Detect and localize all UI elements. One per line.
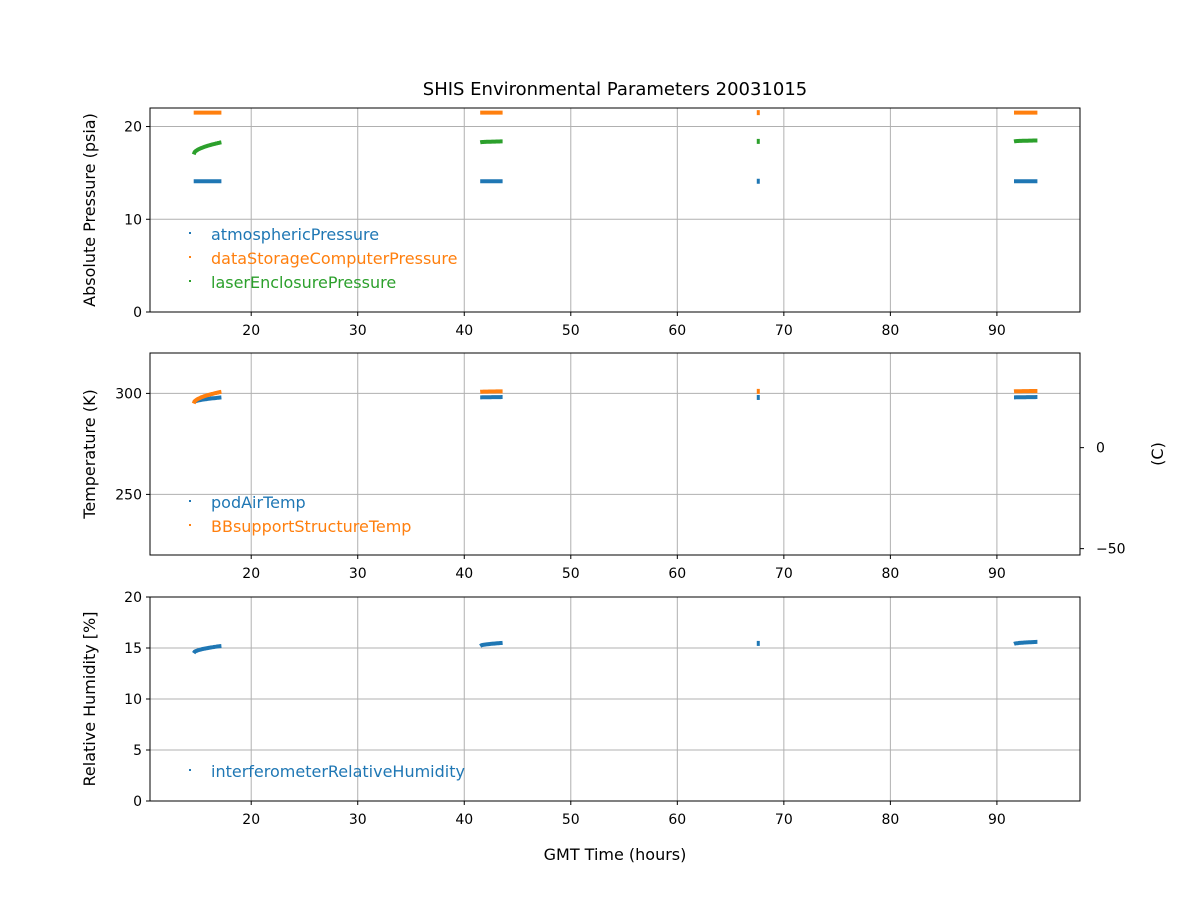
data-point-marker <box>756 388 760 394</box>
x-tick-label: 20 <box>242 323 260 339</box>
x-tick-label: 60 <box>668 323 686 339</box>
x-tick-label: 70 <box>775 812 793 828</box>
x-tick-label: 80 <box>881 566 899 582</box>
x-tick-label: 30 <box>349 323 367 339</box>
series-atmosphericPressure <box>193 178 1038 184</box>
legend-label: podAirTemp <box>211 493 306 512</box>
panel-pressure: 20 30 40 50 60 70 80 90 0 10 20 Absolute Pressure (… <box>80 107 1081 339</box>
series-podAirTemp <box>192 394 1038 404</box>
data-segment-marker <box>479 640 503 648</box>
y-tick-label: 20 <box>124 120 142 136</box>
y-axis-label: Absolute Pressure (psia) <box>80 113 99 307</box>
data-point-marker <box>756 640 760 646</box>
x-tick-label: 30 <box>349 812 367 828</box>
legend-label: laserEnclosurePressure <box>211 273 396 292</box>
legend-marker <box>189 280 191 282</box>
y-tick-label: 10 <box>124 692 142 708</box>
legend-label: dataStorageComputerPressure <box>211 249 458 268</box>
panel-humidity: 20 30 40 50 60 70 80 90 0 5 10 15 20 Relative Humidit… <box>80 590 1081 828</box>
plot-frame <box>149 596 1081 802</box>
series-interferometerRelativeHumidity <box>192 639 1038 655</box>
plot-frame <box>149 352 1081 556</box>
chart-title: SHIS Environmental Parameters 20031015 <box>423 79 807 100</box>
x-tick-label: 30 <box>349 566 367 582</box>
x-tick-label: 50 <box>562 812 580 828</box>
data-segment-marker <box>479 139 503 145</box>
y-tick-label: 250 <box>115 487 142 503</box>
data-segment-marker <box>1013 138 1038 144</box>
x-tick-label: 80 <box>881 323 899 339</box>
secondary-y-tick-label: 0 <box>1096 441 1105 457</box>
y-tick-label: 5 <box>133 743 142 759</box>
y-tick-label: 0 <box>133 794 142 810</box>
y-tick-label: 20 <box>124 590 142 606</box>
data-segment-marker <box>1013 639 1038 646</box>
x-tick-label: 80 <box>881 812 899 828</box>
x-axis-label: GMT Time (hours) <box>544 845 687 864</box>
x-tick-label: 70 <box>775 323 793 339</box>
y-axis-label: Temperature (K) <box>80 389 99 519</box>
legend-marker <box>189 769 191 771</box>
y-tick-label: 0 <box>133 305 142 321</box>
data-segment-marker <box>191 140 222 156</box>
x-tick-label: 40 <box>455 566 473 582</box>
x-tick-label: 50 <box>562 323 580 339</box>
legend-label: interferometerRelativeHumidity <box>211 762 465 781</box>
x-tick-label: 40 <box>455 323 473 339</box>
legend-marker <box>189 500 191 502</box>
data-point-marker <box>756 138 760 144</box>
legend-marker <box>189 524 191 526</box>
series-dataStorageComputerPressure <box>193 110 1038 116</box>
secondary-y-tick-label: −50 <box>1096 542 1126 558</box>
x-tick-label: 90 <box>988 566 1006 582</box>
y-axis-label: Relative Humidity [%] <box>80 612 99 787</box>
x-tick-label: 60 <box>668 566 686 582</box>
y-tick-label: 300 <box>115 386 142 402</box>
x-tick-label: 90 <box>988 812 1006 828</box>
y-tick-label: 10 <box>124 212 142 228</box>
panel-temperature: 20 30 40 50 60 70 80 90 250 300 Temperature (K) −50… <box>80 352 1167 582</box>
data-segment-marker <box>192 644 222 655</box>
data-segment-marker <box>191 389 222 405</box>
legend-label: atmosphericPressure <box>211 225 379 244</box>
data-point-marker <box>756 178 760 184</box>
plot-frame <box>149 107 1081 313</box>
series-BBsupportStructureTemp <box>191 388 1038 405</box>
x-tick-label: 20 <box>242 566 260 582</box>
legend-marker <box>189 232 191 234</box>
x-tick-label: 70 <box>775 566 793 582</box>
x-tick-label: 50 <box>562 566 580 582</box>
x-tick-label: 90 <box>988 323 1006 339</box>
legend-marker <box>189 256 191 258</box>
data-point-marker <box>756 394 760 400</box>
y-tick-label: 15 <box>124 641 142 657</box>
x-tick-label: 60 <box>668 812 686 828</box>
data-point-marker <box>756 110 760 116</box>
x-tick-label: 20 <box>242 812 260 828</box>
x-tick-label: 40 <box>455 812 473 828</box>
secondary-y-axis-label: (C) <box>1148 442 1167 466</box>
series-laserEnclosurePressure <box>191 138 1038 156</box>
legend-label: BBsupportStructureTemp <box>211 517 411 536</box>
